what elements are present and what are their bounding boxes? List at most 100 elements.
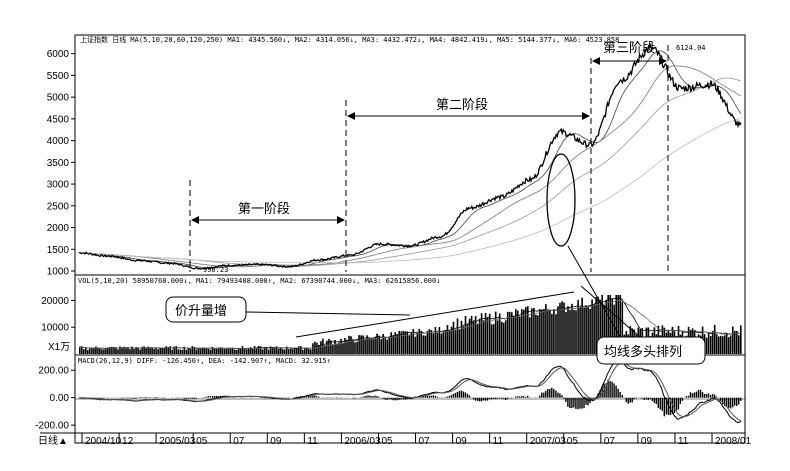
macd-bar — [486, 397, 489, 401]
volume-bar — [344, 338, 346, 354]
volume-bar — [484, 313, 487, 354]
macd-bar — [480, 397, 483, 402]
volume-bar — [515, 309, 517, 354]
volume-bar — [478, 318, 481, 354]
price-header: 上证指数 日线 MA(5,10,20,60,120,250) MA1: 4345… — [80, 35, 619, 44]
volume-bar — [571, 303, 573, 354]
macd-bar — [384, 397, 386, 400]
volume-bar — [555, 314, 557, 354]
macd-bar — [390, 397, 392, 400]
volume-bar — [517, 310, 519, 354]
volume-bar — [159, 348, 161, 354]
macd-bar — [527, 395, 529, 398]
volume-bar — [603, 305, 605, 354]
volume-bar — [290, 348, 292, 354]
macd-bar — [657, 397, 659, 408]
volume-bar — [318, 345, 320, 354]
volume-bar — [113, 347, 115, 354]
macd-bar — [285, 397, 288, 399]
price-ytick-label: 5000 — [47, 93, 70, 104]
volume-bar — [456, 318, 459, 354]
macd-bar — [352, 397, 354, 399]
volume-bar — [249, 347, 252, 354]
price-ytick-label: 5500 — [47, 71, 70, 82]
volume-bar — [279, 347, 282, 354]
macd-bar — [725, 397, 728, 407]
volume-bar — [336, 343, 338, 354]
volume-bar — [426, 330, 429, 354]
macd-bar — [506, 397, 509, 400]
macd-bar — [454, 392, 457, 398]
volume-bar — [717, 336, 720, 354]
volume-bar — [281, 349, 284, 354]
macd-bar — [406, 397, 408, 400]
macd-bar — [207, 396, 209, 398]
volume-bar — [217, 347, 220, 354]
volume-bar — [151, 347, 153, 354]
volume-bar — [464, 315, 467, 354]
macd-bar — [539, 395, 541, 398]
macd-bar — [577, 397, 579, 410]
volume-bar — [462, 326, 465, 354]
volume-bar — [468, 318, 471, 354]
macd-bar — [404, 397, 406, 400]
volume-bar — [506, 311, 509, 354]
macd-bar — [519, 396, 521, 398]
volume-bar — [384, 337, 386, 354]
volume-bar — [175, 346, 177, 354]
macd-bar — [95, 397, 97, 399]
macd-bar — [131, 397, 133, 399]
volume-bar — [418, 328, 421, 354]
volume-bar — [207, 348, 210, 354]
volume-bar — [496, 320, 499, 354]
macd-bar — [673, 397, 676, 413]
macd-bar — [723, 397, 726, 406]
volume-bar — [137, 347, 139, 354]
volume-bar — [259, 346, 262, 354]
volume-bar — [424, 335, 427, 354]
price-ma-line-1 — [78, 50, 742, 269]
price-ytick-label: 4000 — [47, 136, 70, 147]
volume-bar — [269, 346, 272, 354]
macd-bar — [400, 397, 402, 400]
volume-bar — [412, 329, 415, 354]
macd-bar — [551, 387, 553, 398]
volume-bar — [488, 313, 491, 354]
macd-bar — [308, 395, 310, 398]
macd-bar — [386, 397, 388, 400]
macd-bar — [336, 397, 338, 398]
volume-bar — [591, 299, 593, 354]
volume-bar — [201, 347, 204, 354]
volume-bar — [599, 299, 601, 354]
macd-bar — [378, 396, 380, 398]
volume-bar — [237, 349, 240, 354]
volume-bar — [732, 326, 734, 354]
macd-bar — [659, 397, 661, 410]
macd-bar — [127, 397, 129, 399]
xtick-label: 07 — [233, 436, 245, 447]
volume-bar — [525, 307, 527, 354]
volume-bar — [338, 342, 340, 354]
volume-bar — [615, 295, 617, 354]
volume-bar — [705, 337, 708, 354]
volume-bar — [577, 299, 579, 354]
volume-bar — [452, 321, 455, 354]
volume-bar — [450, 326, 453, 354]
volume-bar — [547, 309, 549, 354]
macd-bar — [484, 397, 487, 401]
macd-bar — [121, 397, 123, 399]
macd-bar — [605, 383, 607, 398]
volume-bar — [500, 321, 503, 354]
macd-bar — [388, 397, 390, 400]
macd-bar — [663, 397, 665, 417]
macd-bar — [215, 395, 217, 398]
volume-bar — [125, 348, 127, 354]
macd-bar — [541, 392, 543, 398]
macd-bar — [719, 397, 722, 401]
volume-bar — [145, 348, 147, 354]
macd-bar — [693, 392, 696, 398]
volume-bar — [561, 301, 563, 354]
volume-bar — [470, 315, 473, 354]
macd-bar — [511, 397, 513, 399]
macd-bar — [432, 395, 434, 398]
